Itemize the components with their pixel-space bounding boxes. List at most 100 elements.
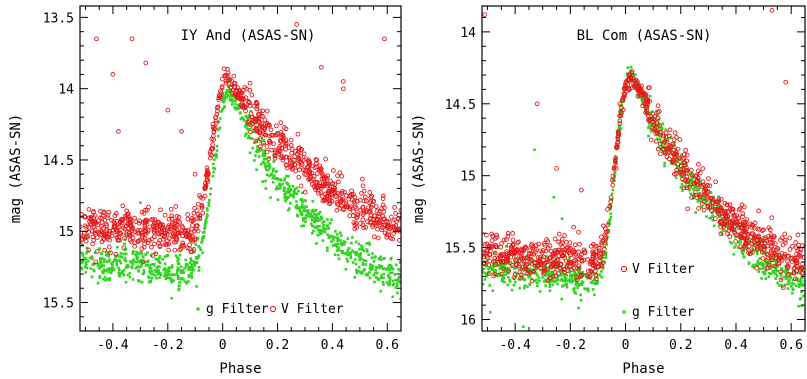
v-filter-point: [545, 259, 551, 265]
g-filter-point: [351, 261, 355, 264]
v-filter-point: [307, 160, 312, 165]
v-filter-point: [288, 142, 294, 148]
g-filter-point: [107, 255, 110, 258]
v-filter-point: [219, 85, 225, 91]
v-filter-point: [140, 259, 146, 265]
v-filter-point: [380, 193, 386, 199]
v-filter-point: [689, 195, 694, 200]
g-filter-point: [769, 262, 772, 266]
g-filter-point: [137, 270, 140, 273]
g-filter-point: [223, 105, 226, 108]
v-filter-point: [541, 261, 547, 266]
g-filter-point: [233, 106, 236, 109]
v-filter-point: [703, 186, 708, 192]
g-filter-point: [327, 236, 331, 240]
v-filter-point: [706, 176, 711, 181]
v-filter-point: [611, 166, 617, 171]
g-filter-point: [306, 210, 310, 214]
g-filter-point: [197, 254, 201, 257]
v-filter-point: [590, 259, 596, 265]
g-filter-point: [573, 271, 576, 274]
v-filter-point: [177, 247, 182, 253]
g-filter-point: [391, 267, 395, 271]
g-filter-point: [336, 238, 340, 241]
v-filter-point: [172, 247, 178, 253]
g-filter-point: [131, 262, 135, 265]
v-filter-point: [780, 242, 786, 248]
v-filter-point: [260, 114, 266, 119]
v-filter-point: [519, 246, 525, 252]
x-tick-label: -0.4: [97, 338, 128, 353]
g-filter-point: [764, 269, 768, 272]
v-filter-point: [394, 219, 399, 224]
g-filter-point: [380, 276, 383, 279]
g-filter-point: [761, 267, 765, 270]
g-filter-point: [394, 263, 398, 267]
g-filter-point: [313, 209, 317, 212]
g-filter-point: [304, 214, 308, 217]
g-filter-point: [229, 99, 233, 103]
g-filter-point: [115, 263, 119, 267]
v-filter-point: [566, 249, 571, 254]
g-filter-point: [271, 176, 275, 180]
g-filter-point: [781, 285, 784, 289]
v-filter-point: [301, 151, 307, 157]
g-filter-point: [355, 250, 358, 254]
v-filter-point: [287, 160, 293, 165]
g-filter-point: [797, 285, 801, 288]
v-filter-point: [673, 157, 679, 163]
g-filter-point: [205, 207, 209, 210]
g-filter-point: [382, 276, 385, 280]
v-filter-point: [590, 253, 596, 258]
v-filter-point: [497, 255, 503, 261]
g-filter-point: [215, 149, 219, 152]
g-filter-point: [586, 273, 589, 276]
g-filter-point: [201, 237, 204, 240]
g-filter-point: [680, 168, 683, 171]
v-filter-point: [351, 209, 356, 214]
v-filter-point: [775, 245, 780, 251]
g-filter-point: [618, 126, 621, 130]
g-filter-point: [197, 266, 201, 269]
g-filter-point: [222, 100, 226, 104]
v-filter-point: [349, 191, 354, 197]
v-filter-point: [679, 163, 684, 169]
v-filter-point: [268, 127, 274, 133]
g-filter-point: [137, 279, 140, 282]
g-filter-point: [772, 264, 775, 267]
v-filter-point: [254, 106, 260, 112]
g-filter-point: [718, 215, 721, 219]
v-filter-point: [637, 93, 643, 99]
v-filter-point: [347, 206, 352, 211]
v-filter-point: [162, 212, 168, 218]
g-filter-point: [758, 262, 761, 265]
g-filter-point: [618, 114, 622, 118]
v-filter-point: [385, 223, 391, 229]
g-filter-point: [709, 202, 712, 205]
g-filter-point: [147, 280, 151, 284]
v-filter-point: [554, 166, 559, 171]
g-filter-point: [317, 212, 320, 216]
g-filter-point: [217, 134, 220, 138]
g-filter-point: [135, 257, 139, 261]
v-filter-point: [657, 129, 663, 135]
g-filter-point: [318, 230, 321, 233]
g-filter-point: [248, 151, 252, 155]
g-filter-point: [138, 251, 141, 255]
g-filter-point: [766, 263, 769, 266]
v-filter-point: [143, 220, 148, 226]
g-filter-point: [165, 274, 169, 277]
g-filter-point: [349, 253, 352, 256]
g-filter-point: [361, 263, 364, 266]
v-filter-point: [679, 176, 685, 182]
v-filter-point: [384, 234, 390, 240]
v-filter-point: [572, 253, 577, 258]
v-filter-point: [247, 100, 252, 106]
g-filter-point: [769, 267, 773, 270]
g-filter-point: [115, 259, 119, 263]
chart-title: IY And (ASAS-SN): [181, 28, 316, 44]
g-filter-point: [140, 280, 144, 284]
v-filter-point: [280, 134, 286, 139]
g-filter-point: [703, 198, 706, 202]
v-filter-point: [117, 230, 123, 236]
